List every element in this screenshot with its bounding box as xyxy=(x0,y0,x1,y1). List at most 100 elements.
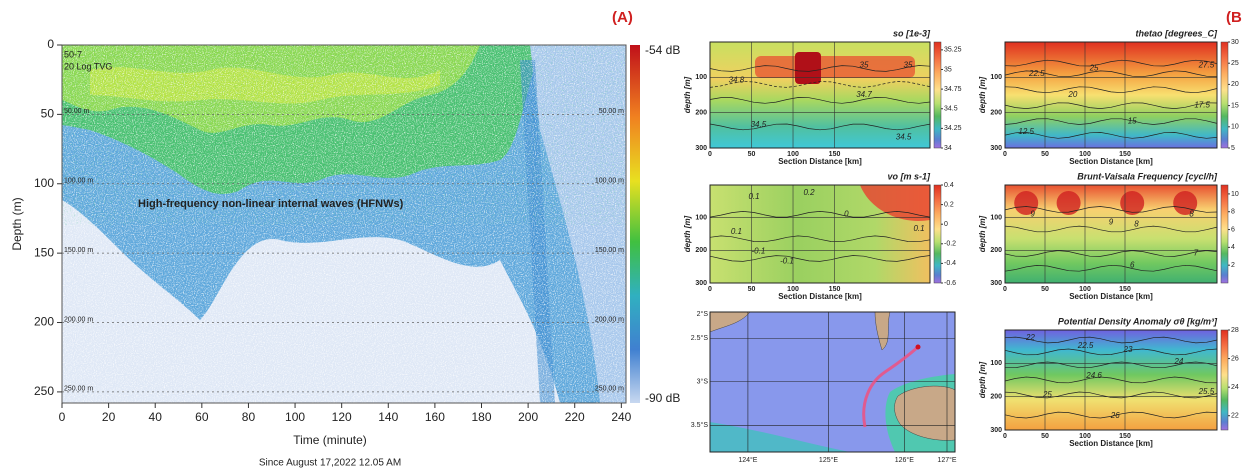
contour-label: 24 xyxy=(1173,357,1183,366)
colorbar-tick-label: 34.5 xyxy=(944,106,958,113)
colorbar-tick-label: 8 xyxy=(1231,209,1235,216)
y-tick-label: 200 xyxy=(695,110,707,117)
contour-label: 0.1 xyxy=(913,224,924,233)
contour-label: -0.1 xyxy=(780,257,794,266)
contour-label: 35 xyxy=(904,60,913,69)
lon-label: 126°E xyxy=(895,456,914,464)
x-tick-label: 0 xyxy=(1003,286,1007,293)
lat-label: 3.5°S xyxy=(691,421,709,429)
panel-label: (B) xyxy=(1226,9,1242,26)
x-tick-label: 140 xyxy=(378,410,398,424)
colorbar-tick-label: 15 xyxy=(1231,102,1239,109)
x-axis-label: Section Distance [km] xyxy=(778,292,862,301)
section-title: vo [m s-1] xyxy=(887,171,931,181)
range-label: 50.00 m xyxy=(599,108,624,115)
colorbar-tick-label: 22 xyxy=(1231,413,1239,420)
colorbar-tick-label: 30 xyxy=(1231,39,1239,46)
colorbar-tick-label: 25 xyxy=(1231,60,1239,67)
contour xyxy=(1004,59,1218,67)
x-tick-label: 150 xyxy=(1119,286,1131,293)
y-tick-label: 200 xyxy=(34,315,54,329)
colorbar-tick-label: 34.25 xyxy=(944,125,962,132)
header-line: 20 Log TVG xyxy=(64,61,112,71)
map-frame xyxy=(709,311,956,453)
x-tick-label: 50 xyxy=(748,151,756,158)
contour-label: 25.5 xyxy=(1198,387,1215,396)
y-tick-label: 300 xyxy=(990,145,1002,152)
contour xyxy=(1004,102,1218,109)
y-tick-label: 300 xyxy=(990,427,1002,434)
range-label: 50.00 m xyxy=(64,108,89,115)
y-tick-label: 200 xyxy=(990,394,1002,401)
contour xyxy=(1004,225,1218,233)
contour-label: 34.5 xyxy=(751,120,767,129)
y-tick-label: 50 xyxy=(41,107,55,121)
y-tick-label: 250 xyxy=(34,384,54,398)
colorbar-tick-label: 26 xyxy=(1231,355,1239,362)
y-axis-label: depth [m] xyxy=(683,215,692,252)
colorbar-tick-label: 0 xyxy=(944,221,948,228)
y-tick-label: 0 xyxy=(47,37,54,51)
contour-label: 15 xyxy=(1128,117,1137,126)
y-tick-label: 300 xyxy=(695,145,707,152)
field-blob xyxy=(1056,191,1081,215)
contour xyxy=(1004,206,1218,213)
colorbar-top-label: -54 dB xyxy=(645,43,680,57)
colorbar xyxy=(630,45,640,403)
y-tick-label: 100 xyxy=(990,360,1002,367)
contour-label: 8 xyxy=(1134,219,1139,228)
contour xyxy=(709,97,931,104)
x-tick-label: 50 xyxy=(748,286,756,293)
range-label: 250.00 m xyxy=(64,386,93,393)
y-tick-label: 200 xyxy=(990,247,1002,254)
section-title: Brunt-Vaisala Frequency [cycl/h] xyxy=(1077,171,1218,181)
lat-label: 2°S xyxy=(697,310,709,318)
contour xyxy=(1004,348,1218,356)
y-tick-label: 100 xyxy=(990,215,1002,222)
x-tick-label: 150 xyxy=(1119,433,1131,440)
x-tick-label: 20 xyxy=(102,410,116,424)
x-tick-label: 0 xyxy=(708,286,712,293)
range-label: 200.00 m xyxy=(595,316,624,323)
section-plot: 35 35 34.8 34.7 34.5 34.5 0 50 100 150 100 200 300 Se… xyxy=(683,28,962,166)
colorbar-tick-label: 0.2 xyxy=(944,201,954,208)
field-blob xyxy=(1173,191,1198,215)
contour xyxy=(1004,264,1218,272)
contour xyxy=(709,211,931,218)
x-tick-label: 50 xyxy=(1041,286,1049,293)
x-tick-label: 60 xyxy=(195,410,209,424)
colorbar-tick-label: 2 xyxy=(1231,262,1235,269)
contour-label: 9 xyxy=(1109,217,1114,226)
contour-label: 22.5 xyxy=(1077,341,1094,350)
y-axis-label: depth [m] xyxy=(978,76,987,113)
echogram xyxy=(62,45,626,403)
field-blob xyxy=(1120,191,1145,215)
plot-frame xyxy=(1004,184,1218,284)
field-blob xyxy=(860,185,930,221)
contour xyxy=(709,235,931,243)
field-blob xyxy=(795,52,821,84)
contour xyxy=(1004,118,1218,125)
contour xyxy=(709,255,931,262)
section-title: thetao [degrees_C] xyxy=(1135,28,1218,38)
lat-label: 2.5°S xyxy=(691,334,709,342)
colorbar-tick-label: 34 xyxy=(944,145,952,152)
contour-label: 7 xyxy=(1194,249,1199,258)
ship-track xyxy=(862,345,919,428)
field-blob xyxy=(1014,191,1039,215)
contour xyxy=(709,81,931,88)
y-tick-label: 100 xyxy=(695,215,707,222)
contour-label: 20 xyxy=(1067,90,1077,99)
contour-label: 23 xyxy=(1123,345,1133,354)
range-label: 250.00 m xyxy=(595,386,624,393)
field xyxy=(1005,42,1217,148)
contour-label: 0.1 xyxy=(731,227,742,236)
x-tick-label: 0 xyxy=(1003,433,1007,440)
field xyxy=(1005,330,1217,430)
contour-label: 17.5 xyxy=(1194,101,1210,110)
range-label: 150.00 m xyxy=(595,247,624,254)
x-tick-label: 240 xyxy=(611,410,631,424)
x-tick-label: 200 xyxy=(518,410,538,424)
station xyxy=(915,344,921,350)
